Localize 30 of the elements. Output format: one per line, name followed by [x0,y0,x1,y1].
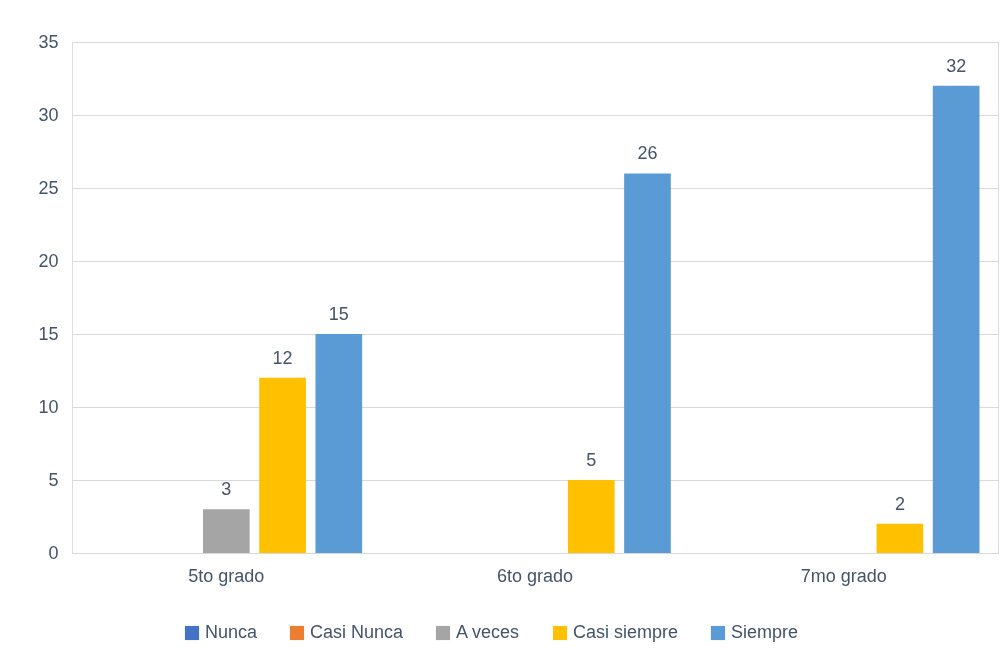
bar [932,85,980,553]
legend-label: Casi Nunca [310,622,405,642]
legend-label: Siempre [731,622,799,642]
legend-label: Casi siempre [573,622,679,642]
y-tick-label: 35 [38,31,59,52]
y-tick-label: 0 [48,542,59,563]
legend-label: Nunca [205,622,259,642]
data-label: 26 [637,143,658,164]
y-tick-label: 10 [38,396,59,417]
bar [876,523,924,553]
x-tick-label: 6to grado [496,565,574,586]
bar [567,480,615,553]
data-label: 15 [328,304,349,324]
y-tick-label: 25 [38,177,59,198]
y-tick-label: 15 [38,323,59,344]
legend-label: A veces [456,622,520,642]
bar [624,173,671,553]
x-tick-label: 5to grado [188,565,265,586]
data-label: 2 [894,493,905,514]
data-label: 5 [586,450,597,470]
y-tick-label: 30 [38,104,59,125]
data-label: 12 [272,347,293,368]
data-label: 32 [946,55,967,76]
y-tick-label: 20 [38,250,59,271]
data-label: 3 [221,479,232,500]
x-tick-label: 7mo grado [800,565,887,586]
y-tick-label: 5 [48,469,59,490]
bar [202,509,250,553]
bar [259,377,306,553]
bar [315,334,363,553]
